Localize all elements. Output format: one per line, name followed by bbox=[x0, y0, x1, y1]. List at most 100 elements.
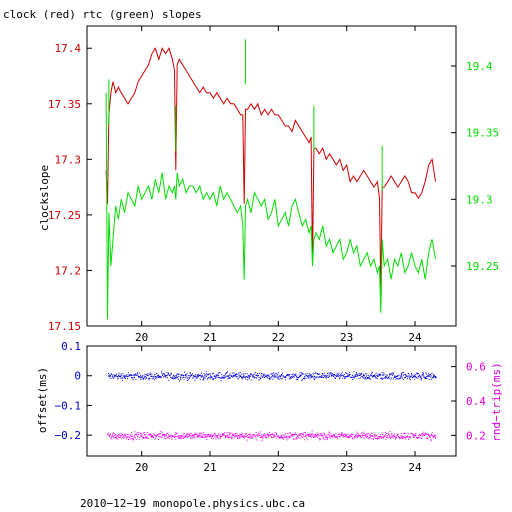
scatter-point bbox=[275, 434, 277, 436]
scatter-point bbox=[335, 433, 337, 435]
scatter-point bbox=[317, 373, 319, 375]
scatter-point bbox=[400, 437, 401, 439]
scatter-point bbox=[401, 377, 403, 379]
scatter-point bbox=[331, 374, 333, 376]
scatter-point bbox=[164, 435, 166, 437]
scatter-point bbox=[430, 376, 432, 378]
scatter-point bbox=[204, 377, 206, 379]
scatter-point bbox=[110, 438, 112, 440]
scatter-point bbox=[119, 434, 121, 436]
scatter-point bbox=[187, 375, 189, 377]
scatter-point bbox=[208, 373, 210, 375]
scatter-point bbox=[130, 374, 132, 376]
scatter-point bbox=[407, 378, 408, 380]
scatter-point bbox=[159, 431, 161, 433]
scatter-point bbox=[313, 376, 315, 378]
scatter-point bbox=[429, 374, 431, 376]
scatter-point bbox=[267, 377, 269, 379]
scatter-point bbox=[235, 375, 237, 377]
scatter-point bbox=[408, 373, 409, 374]
scatter-point bbox=[178, 436, 180, 438]
scatter-point bbox=[163, 376, 165, 378]
scatter-point bbox=[360, 435, 362, 437]
scatter-point bbox=[396, 434, 398, 436]
scatter-point bbox=[191, 375, 193, 377]
scatter-point bbox=[295, 376, 297, 378]
bottom-y2-axis-label: rnd−trip(ms) bbox=[490, 362, 503, 441]
scatter-point bbox=[125, 435, 126, 437]
scatter-point bbox=[432, 377, 434, 378]
scatter-point bbox=[412, 436, 414, 438]
scatter-point bbox=[289, 432, 291, 434]
scatter-point bbox=[243, 437, 245, 439]
scatter-point bbox=[356, 431, 358, 433]
scatter-point bbox=[243, 376, 245, 378]
scatter-point bbox=[406, 436, 408, 438]
scatter-point bbox=[391, 372, 393, 374]
scatter-point bbox=[384, 436, 386, 438]
scatter-point bbox=[317, 434, 318, 435]
scatter-point bbox=[365, 376, 367, 378]
scatter-point bbox=[110, 433, 112, 435]
scatter-point bbox=[420, 433, 422, 435]
scatter-point bbox=[354, 374, 356, 376]
scatter-point bbox=[333, 436, 335, 438]
scatter-point bbox=[351, 438, 353, 440]
scatter-point bbox=[336, 374, 338, 376]
scatter-point bbox=[426, 377, 428, 379]
scatter-point bbox=[131, 435, 132, 437]
scatter-point bbox=[285, 376, 287, 378]
scatter-point bbox=[406, 375, 408, 377]
scatter-point bbox=[348, 374, 350, 376]
scatter-point bbox=[423, 373, 424, 375]
scatter-point bbox=[191, 374, 193, 376]
scatter-point bbox=[382, 374, 384, 376]
scatter-point bbox=[329, 376, 331, 378]
scatter-point bbox=[234, 434, 236, 436]
scatter-point bbox=[358, 373, 360, 375]
scatter-point bbox=[351, 377, 353, 378]
scatter-point bbox=[391, 435, 393, 437]
scatter-point bbox=[382, 378, 383, 380]
scatter-point bbox=[138, 432, 140, 434]
scatter-point bbox=[133, 377, 135, 379]
scatter-point bbox=[390, 379, 392, 381]
scatter-point bbox=[157, 374, 159, 376]
scatter-point bbox=[147, 372, 149, 374]
scatter-point bbox=[408, 376, 410, 378]
scatter-point bbox=[245, 436, 247, 438]
scatter-point bbox=[193, 376, 195, 377]
scatter-point bbox=[154, 438, 156, 440]
scatter-point bbox=[372, 375, 374, 376]
scatter-point bbox=[340, 375, 342, 377]
scatter-point bbox=[430, 440, 432, 442]
scatter-point bbox=[232, 434, 233, 436]
scatter-point bbox=[408, 437, 410, 439]
scatter-point bbox=[303, 432, 305, 433]
scatter-point bbox=[311, 434, 312, 436]
scatter-point bbox=[384, 432, 386, 434]
scatter-point bbox=[300, 433, 302, 435]
scatter-point bbox=[228, 437, 230, 438]
scatter-point bbox=[435, 375, 437, 377]
y-left-tick-label: 17.25 bbox=[48, 209, 81, 222]
scatter-point bbox=[252, 436, 254, 438]
scatter-point bbox=[179, 437, 181, 439]
scatter-point bbox=[122, 373, 124, 375]
scatter-point bbox=[314, 433, 316, 435]
scatter-point bbox=[283, 438, 284, 440]
scatter-point bbox=[415, 433, 417, 435]
scatter-point bbox=[232, 375, 234, 377]
scatter-point bbox=[247, 436, 249, 438]
scatter-point bbox=[238, 372, 240, 374]
scatter-point bbox=[400, 375, 402, 376]
scatter-point bbox=[139, 432, 141, 434]
scatter-point bbox=[148, 433, 150, 435]
scatter-point bbox=[186, 377, 188, 379]
scatter-point bbox=[398, 436, 400, 438]
scatter-point bbox=[265, 374, 267, 376]
scatter-point bbox=[342, 371, 344, 373]
scatter-point bbox=[236, 435, 237, 437]
scatter-point bbox=[395, 437, 397, 439]
scatter-point bbox=[145, 376, 147, 377]
